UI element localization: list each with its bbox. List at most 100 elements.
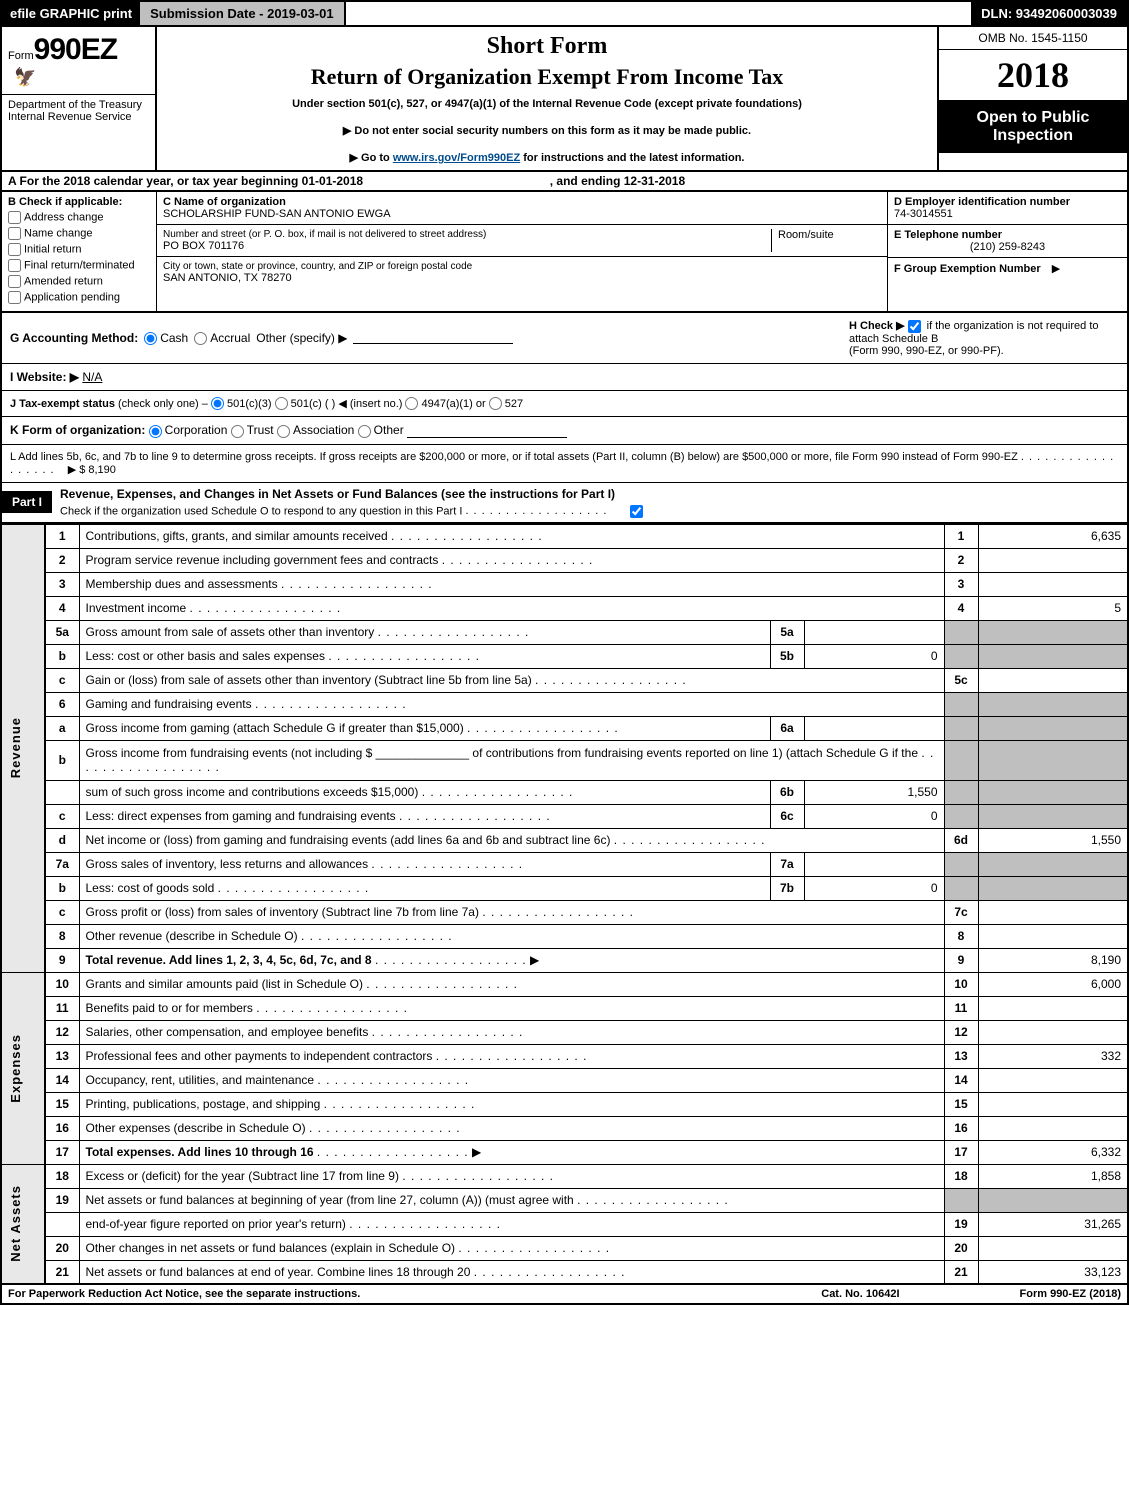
accounting-other-field[interactable] bbox=[353, 332, 513, 344]
accounting-other: Other (specify) ▶ bbox=[256, 331, 347, 345]
box-b-item-5[interactable]: Application pending bbox=[8, 291, 150, 304]
org-corporation[interactable]: Corporation bbox=[149, 423, 228, 437]
line-ref: 3 bbox=[944, 572, 978, 596]
subline-number: 5b bbox=[770, 644, 804, 668]
line-desc: Other revenue (describe in Schedule O) bbox=[79, 924, 944, 948]
accounting-cash[interactable]: Cash bbox=[144, 331, 188, 345]
subline-number: 6b bbox=[770, 780, 804, 804]
line-desc: Contributions, gifts, grants, and simila… bbox=[79, 524, 944, 548]
table-row: 3Membership dues and assessments 3 bbox=[1, 572, 1128, 596]
short-form-title: Short Form bbox=[167, 33, 927, 60]
org-association[interactable]: Association bbox=[277, 423, 354, 437]
table-row: 15Printing, publications, postage, and s… bbox=[1, 1092, 1128, 1116]
dept-treasury: Department of the Treasury Internal Reve… bbox=[2, 94, 155, 127]
line-ref: 20 bbox=[944, 1236, 978, 1260]
line-number: a bbox=[45, 716, 79, 740]
line-value: 6,635 bbox=[978, 524, 1128, 548]
part-1-tag: Part I bbox=[2, 491, 52, 513]
dept-line-2: Internal Revenue Service bbox=[8, 111, 149, 123]
line-value bbox=[978, 1236, 1128, 1260]
line-number: 10 bbox=[45, 972, 79, 996]
city-label: City or town, state or province, country… bbox=[163, 261, 472, 272]
part-1-schedule-o-checkbox[interactable] bbox=[630, 505, 643, 518]
box-b-checks: B Check if applicable: Address change Nam… bbox=[2, 192, 157, 311]
line-number: 18 bbox=[45, 1164, 79, 1188]
line-desc: Grants and similar amounts paid (list in… bbox=[79, 972, 944, 996]
line-number: 21 bbox=[45, 1260, 79, 1284]
grey-cell bbox=[978, 644, 1128, 668]
org-trust[interactable]: Trust bbox=[231, 423, 274, 437]
subline-number: 6a bbox=[770, 716, 804, 740]
status-527[interactable]: 527 bbox=[489, 398, 523, 410]
table-row: bLess: cost or other basis and sales exp… bbox=[1, 644, 1128, 668]
treasury-eagle-icon: 🦅 bbox=[8, 67, 149, 88]
part-1-check-text: Check if the organization used Schedule … bbox=[60, 505, 462, 517]
goto-link[interactable]: www.irs.gov/Form990EZ bbox=[393, 152, 520, 164]
org-city: SAN ANTONIO, TX 78270 bbox=[163, 272, 472, 284]
line-number bbox=[45, 1212, 79, 1236]
org-other[interactable]: Other bbox=[358, 423, 404, 437]
grey-cell bbox=[944, 876, 978, 900]
line-value: 6,332 bbox=[978, 1140, 1128, 1164]
table-row: 6Gaming and fundraising events bbox=[1, 692, 1128, 716]
grey-cell bbox=[978, 1188, 1128, 1212]
subline-value: 0 bbox=[804, 876, 944, 900]
dept-line-1: Department of the Treasury bbox=[8, 99, 149, 111]
line-desc: Net income or (loss) from gaming and fun… bbox=[79, 828, 944, 852]
form-subtitle: Under section 501(c), 527, or 4947(a)(1)… bbox=[167, 98, 927, 110]
line-ref: 6d bbox=[944, 828, 978, 852]
line-value: 8,190 bbox=[978, 948, 1128, 972]
subline-value: 0 bbox=[804, 644, 944, 668]
line-ref: 10 bbox=[944, 972, 978, 996]
box-b-item-3[interactable]: Final return/terminated bbox=[8, 259, 150, 272]
box-b-header: B Check if applicable: bbox=[8, 196, 150, 208]
status-501c[interactable]: 501(c) ( ) ◀ (insert no.) bbox=[275, 398, 403, 410]
grey-cell bbox=[944, 740, 978, 780]
line-desc: Gross income from gaming (attach Schedul… bbox=[79, 716, 770, 740]
line-ref: 17 bbox=[944, 1140, 978, 1164]
line-k-label: K Form of organization: bbox=[10, 423, 145, 437]
line-desc: Gross amount from sale of assets other t… bbox=[79, 620, 770, 644]
table-row: cGross profit or (loss) from sales of in… bbox=[1, 900, 1128, 924]
table-row: 19Net assets or fund balances at beginni… bbox=[1, 1188, 1128, 1212]
line-desc: Net assets or fund balances at end of ye… bbox=[79, 1260, 944, 1284]
grey-cell bbox=[978, 620, 1128, 644]
row-a-tax-year: A For the 2018 calendar year, or tax yea… bbox=[0, 172, 1129, 192]
line-ref: 8 bbox=[944, 924, 978, 948]
grey-cell bbox=[944, 692, 978, 716]
box-b-item-2[interactable]: Initial return bbox=[8, 243, 150, 256]
line-desc: end-of-year figure reported on prior yea… bbox=[79, 1212, 944, 1236]
table-row: sum of such gross income and contributio… bbox=[1, 780, 1128, 804]
line-number: c bbox=[45, 668, 79, 692]
table-row: 4Investment income 45 bbox=[1, 596, 1128, 620]
table-row: 11Benefits paid to or for members 11 bbox=[1, 996, 1128, 1020]
line-desc: Membership dues and assessments bbox=[79, 572, 944, 596]
goto-line: ▶ Go to www.irs.gov/Form990EZ for instru… bbox=[167, 151, 927, 164]
submission-date: Submission Date - 2019-03-01 bbox=[140, 2, 346, 25]
box-b-item-1[interactable]: Name change bbox=[8, 227, 150, 240]
table-row: 12Salaries, other compensation, and empl… bbox=[1, 1020, 1128, 1044]
line-desc: Less: cost or other basis and sales expe… bbox=[79, 644, 770, 668]
line-desc: Excess or (deficit) for the year (Subtra… bbox=[79, 1164, 944, 1188]
line-ref: 2 bbox=[944, 548, 978, 572]
line-l-text: L Add lines 5b, 6c, and 7b to line 9 to … bbox=[10, 451, 1018, 463]
part-1-dots bbox=[465, 505, 607, 517]
box-f-label: F Group Exemption Number bbox=[894, 263, 1041, 275]
box-b-item-0[interactable]: Address change bbox=[8, 211, 150, 224]
subline-value bbox=[804, 852, 944, 876]
line-h-checkbox[interactable] bbox=[908, 320, 921, 333]
form-footer: Form 990-EZ (2018) bbox=[1020, 1288, 1121, 1300]
accounting-accrual[interactable]: Accrual bbox=[194, 331, 250, 345]
grey-cell bbox=[944, 804, 978, 828]
table-row: 21Net assets or fund balances at end of … bbox=[1, 1260, 1128, 1284]
status-4947[interactable]: 4947(a)(1) or bbox=[405, 398, 485, 410]
status-501c3[interactable]: 501(c)(3) bbox=[211, 398, 272, 410]
goto-pre: ▶ Go to bbox=[350, 152, 393, 164]
box-f-arrow: ▶ bbox=[1052, 263, 1060, 275]
box-d-label: D Employer identification number bbox=[894, 196, 1121, 208]
open-to-public: Open to Public Inspection bbox=[939, 101, 1127, 153]
org-other-field[interactable] bbox=[407, 426, 567, 438]
line-number: 8 bbox=[45, 924, 79, 948]
box-b-item-4[interactable]: Amended return bbox=[8, 275, 150, 288]
paperwork-notice: For Paperwork Reduction Act Notice, see … bbox=[8, 1288, 360, 1300]
